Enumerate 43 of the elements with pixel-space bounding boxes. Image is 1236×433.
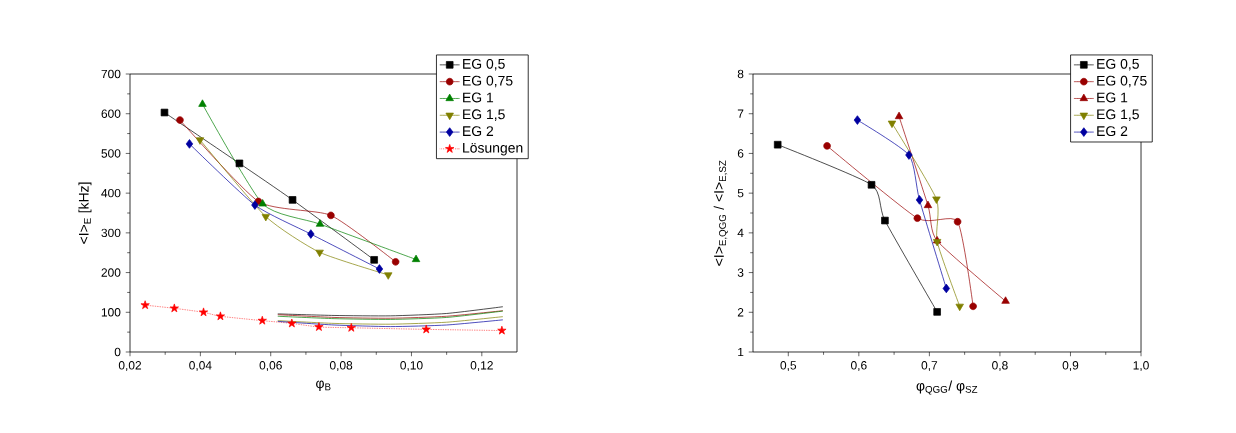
y-tick-label: 5 (737, 188, 744, 198)
x-tick-label: 0,6 (850, 361, 867, 371)
x-tick-label: 0,5 (780, 361, 797, 371)
x-tick-label: 0,12 (470, 361, 493, 371)
y-tick-label: 4 (737, 228, 744, 237)
x-tick-label: 1,0 (1133, 361, 1149, 371)
legend-label: EG 1,5 (1097, 109, 1139, 121)
x-axis-title: φ$_{B}$ (316, 380, 331, 391)
x-tick-label: 0,02 (118, 361, 142, 371)
y-tick-label: 300 (101, 228, 121, 238)
x-tick-label: 0,7 (921, 361, 938, 371)
y-axis-title: <I>$_{E}$ [kHz] (78, 182, 92, 244)
y-tick-label: 700 (101, 69, 121, 79)
legend-label: EG 0,5 (1097, 58, 1139, 71)
y-tick-label: 200 (101, 268, 121, 277)
y-tick-label: 600 (101, 109, 121, 118)
legend-label: EG 1 (1097, 92, 1128, 103)
x-tick-label: 0,08 (329, 361, 353, 371)
y-tick-label: 0 (114, 347, 121, 357)
x-tick-label: 0,8 (992, 361, 1008, 371)
legend-label: EG 0,5 (463, 58, 505, 71)
legend-label: EG 1,5 (463, 109, 505, 121)
y-tick-label: 1 (738, 347, 744, 357)
legend-label: EG 0,75 (1097, 75, 1147, 88)
y-tick-label: 6 (737, 149, 744, 158)
y-tick-label: 8 (737, 69, 744, 79)
x-tick-label: 0,9 (1062, 361, 1079, 371)
x-tick-label: 0,04 (189, 361, 212, 371)
y-axis-title: <I>$_{E,QGG}$ / <I>$_{E,SZ}$ (713, 160, 728, 266)
legend-label: Lösungen (463, 142, 523, 156)
legend-label: EG 2 (463, 126, 494, 137)
legend-label: EG 1 (463, 92, 494, 103)
legend-label: EG 0,75 (463, 75, 513, 88)
legend-label: EG 2 (1097, 126, 1128, 137)
y-tick-label: 7 (737, 109, 744, 118)
x-axis-title: φ$_{QGG}$/ φ$_{SZ}$ (916, 380, 978, 395)
y-tick-label: 2 (737, 308, 744, 317)
y-tick-label: 500 (101, 149, 121, 158)
x-tick-label: 0,10 (400, 361, 423, 371)
x-tick-label: 0,06 (259, 361, 282, 371)
y-tick-label: 400 (101, 188, 121, 198)
y-tick-label: 100 (101, 308, 121, 317)
y-tick-label: 3 (737, 268, 744, 277)
